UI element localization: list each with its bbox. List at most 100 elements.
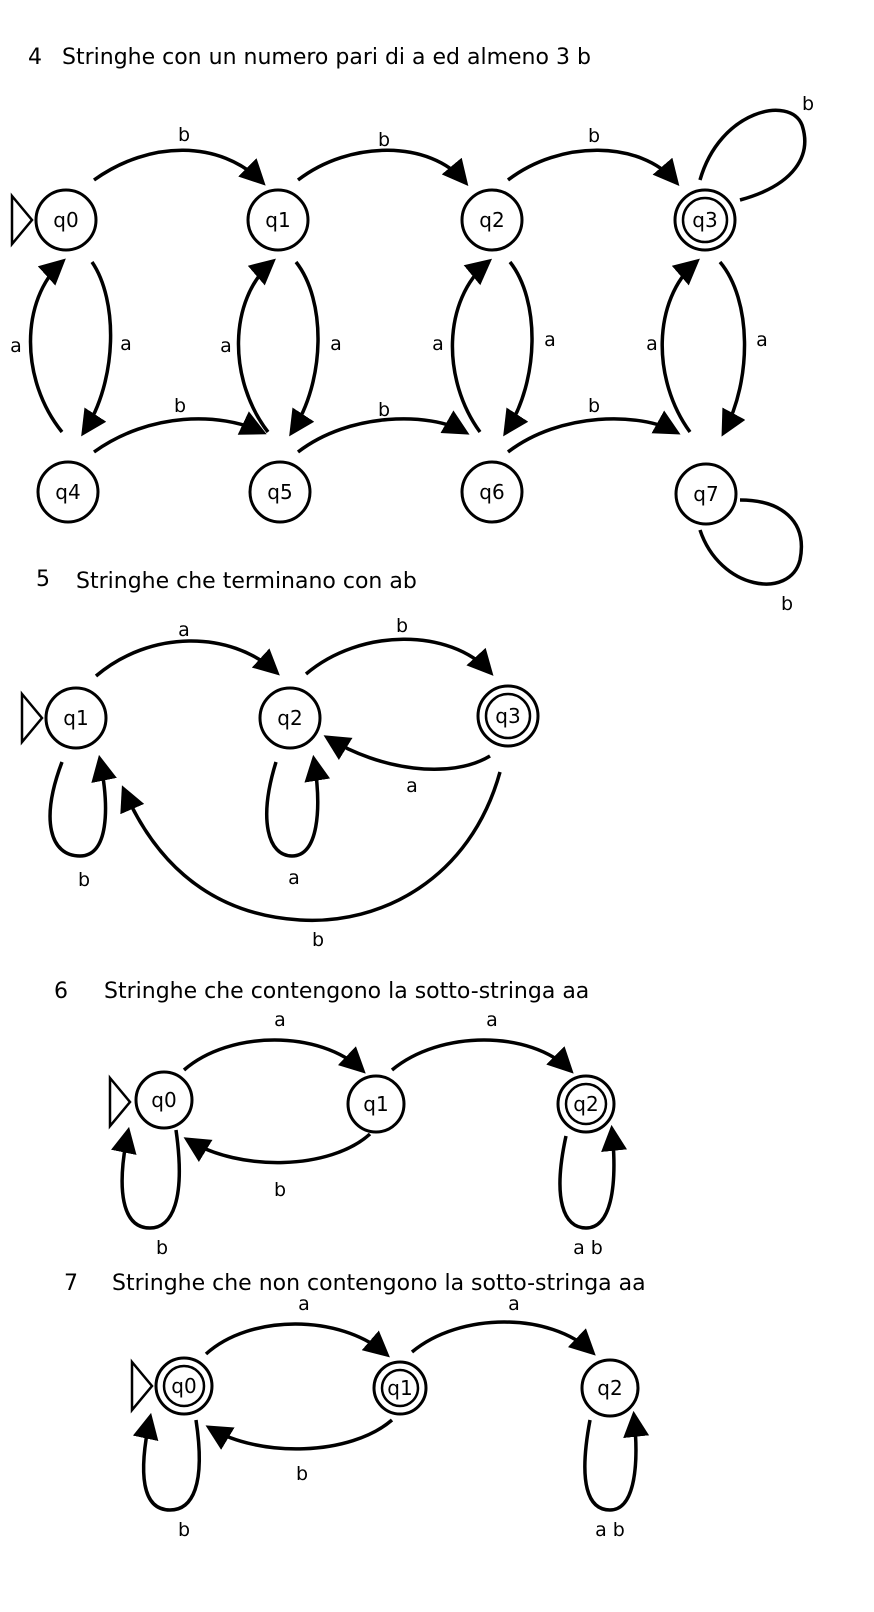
state-q7: q7 (674, 462, 738, 526)
edge-label: a (486, 1009, 498, 1031)
edge-label: b (178, 1519, 190, 1541)
edge-label: a (120, 333, 132, 355)
edge-q3-q1 (120, 771, 502, 923)
state-q1: q1 (44, 686, 108, 750)
edge-label: a (508, 1293, 520, 1315)
edge-label: b (378, 129, 390, 151)
edge-q4-q5 (92, 411, 267, 454)
edge-label: a (288, 867, 300, 889)
state-q2: q2 (580, 1358, 640, 1418)
state-q1: q1 (346, 1074, 406, 1134)
state-q1: q1 (372, 1360, 428, 1416)
diagram-number: 7 (64, 1271, 78, 1296)
diagram-number: 5 (36, 567, 50, 592)
edge-q4-q0 (28, 258, 66, 434)
diagram-5: 5 Stringhe che terminano con ab a b a b … (20, 567, 540, 951)
svg-text:q4: q4 (55, 480, 80, 504)
edge-q1-q2 (390, 1038, 574, 1074)
edge-q0-q1 (182, 1038, 366, 1074)
edge-q3-q3 (698, 108, 807, 202)
start-arrow-icon (108, 1074, 132, 1130)
diagram-6: 6 Stringhe che contengono la sotto-strin… (54, 979, 628, 1259)
edge-label: b (802, 93, 814, 115)
edge-q1-q0 (183, 1132, 372, 1165)
state-q0: q0 (134, 1070, 194, 1130)
edge-label: a (178, 619, 190, 641)
diagram-number: 4 (28, 45, 42, 70)
edge-q2-q6 (503, 260, 534, 437)
edge-q0-q1 (92, 148, 266, 186)
edge-q5-q6 (296, 410, 470, 454)
edge-label: b (274, 1179, 286, 1201)
svg-text:q1: q1 (265, 208, 290, 232)
edge-label: a (756, 329, 768, 351)
diagram-title: Stringhe che terminano con ab (76, 569, 417, 594)
svg-text:q5: q5 (267, 480, 292, 504)
edge-label: a b (573, 1237, 603, 1259)
edge-label: b (588, 395, 600, 417)
edge-label: b (156, 1237, 168, 1259)
state-q6: q6 (460, 460, 524, 524)
edge-label: a (544, 329, 556, 351)
edge-q1-q1 (48, 754, 117, 858)
edge-label: a (432, 333, 444, 355)
edge-q3-q7 (718, 260, 747, 437)
state-q3: q3 (673, 188, 737, 252)
edge-q2-q2 (583, 1410, 650, 1512)
edge-label: b (588, 125, 600, 147)
edge-label: b (296, 1463, 308, 1485)
state-q2: q2 (258, 686, 322, 750)
svg-text:q7: q7 (693, 482, 718, 506)
state-q1: q1 (246, 188, 310, 252)
state-q5: q5 (248, 460, 312, 524)
edge-q0-q4 (81, 261, 113, 437)
diagram-title: Stringhe che non contengono la sotto-str… (112, 1271, 646, 1296)
edge-label: b (396, 615, 408, 637)
svg-text:q0: q0 (53, 208, 78, 232)
svg-text:q2: q2 (277, 706, 302, 730)
edge-q3-q2 (323, 735, 491, 772)
state-q3: q3 (476, 684, 540, 748)
edge-q2-q2 (558, 1124, 628, 1230)
edge-label: a (220, 335, 232, 357)
edge-label: a (406, 775, 418, 797)
svg-text:q2: q2 (479, 208, 504, 232)
start-arrow-icon (10, 192, 34, 248)
state-q4: q4 (36, 460, 100, 524)
edge-label: a (298, 1293, 310, 1315)
edge-q1-q2 (94, 639, 280, 678)
edge-q6-q7 (506, 410, 681, 454)
edge-q1-q0 (205, 1418, 394, 1451)
state-q2: q2 (556, 1074, 616, 1134)
svg-text:q1: q1 (63, 706, 88, 730)
diagram-7: 7 Stringhe che non contengono la sotto-s… (64, 1271, 650, 1541)
svg-text:q3: q3 (495, 704, 520, 728)
svg-text:q1: q1 (363, 1092, 388, 1116)
svg-text:q3: q3 (692, 208, 717, 232)
svg-text:q1: q1 (387, 1376, 412, 1400)
edge-q2-q3 (506, 148, 680, 186)
edge-label: b (781, 593, 793, 615)
edge-q2-q2 (265, 754, 331, 858)
edge-q1-q2 (296, 148, 469, 186)
edge-label: a (646, 333, 658, 355)
svg-text:q6: q6 (479, 480, 504, 504)
svg-text:q2: q2 (597, 1376, 622, 1400)
edge-label: b (312, 929, 324, 951)
svg-text:q0: q0 (171, 1374, 196, 1398)
edge-q1-q5 (289, 260, 320, 437)
diagram-4: 4 Stringhe con un numero pari di a ed al… (10, 45, 814, 615)
start-arrow-icon (20, 690, 44, 746)
edge-label: a b (595, 1519, 625, 1541)
edge-label: b (378, 399, 390, 421)
start-arrow-icon (130, 1358, 154, 1414)
edge-label: a (10, 335, 22, 357)
edge-q7-q3 (660, 258, 700, 434)
svg-text:q0: q0 (151, 1088, 176, 1112)
edge-label: a (274, 1009, 286, 1031)
edge-label: a (330, 333, 342, 355)
state-q2: q2 (460, 188, 524, 252)
edge-label: b (78, 869, 90, 891)
